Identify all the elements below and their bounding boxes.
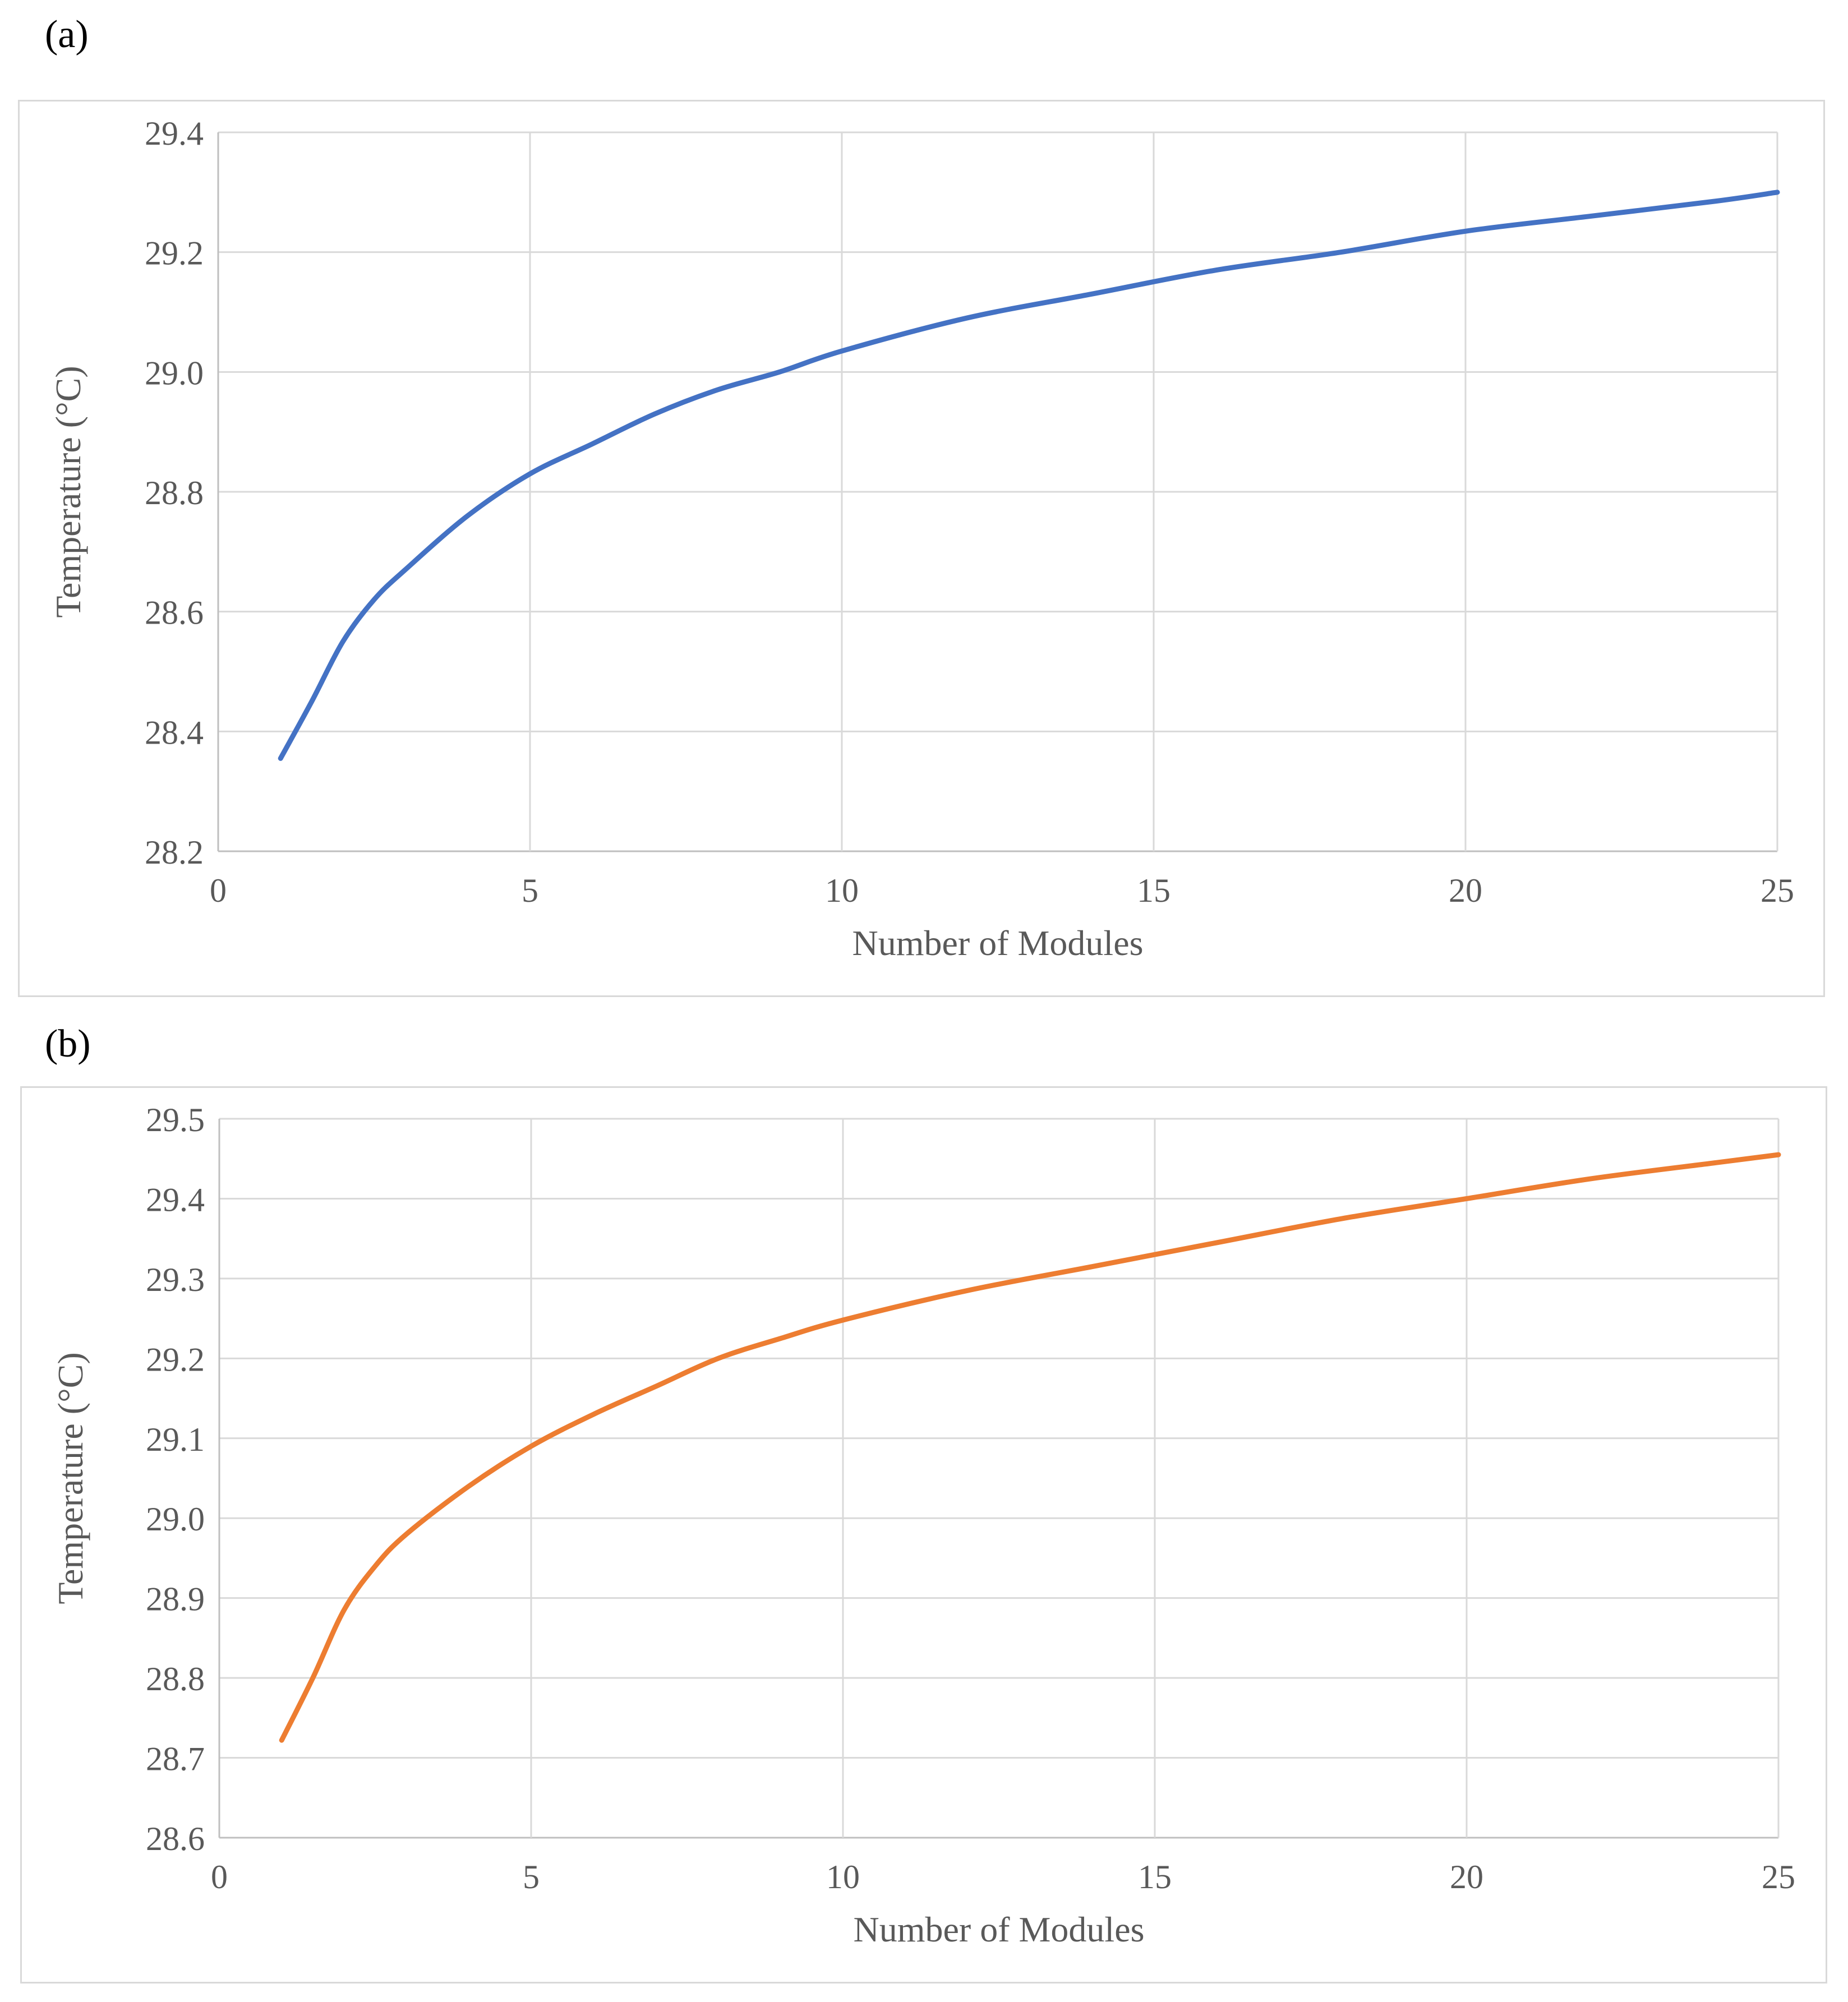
y-tick-label: 28.4 [145, 714, 204, 751]
y-tick-label: 29.2 [146, 1341, 205, 1378]
y-tick-label: 28.8 [145, 474, 204, 511]
y-tick-label: 29.2 [145, 235, 204, 272]
y-tick-label: 29.4 [145, 115, 204, 152]
y-tick-label: 29.1 [146, 1421, 205, 1458]
chart-frame-b: 28.6 28.7 28.8 28.9 29.0 29.1 29.2 29.3 29.4 29.5… [20, 1086, 1827, 1983]
y-tick-label: 28.9 [146, 1581, 205, 1618]
y-tick-label: 28.8 [146, 1660, 205, 1697]
panel-label-a: (a) [45, 13, 89, 56]
y-tick-label: 28.2 [145, 834, 204, 871]
y-axis-title: Temperature (°C) [48, 366, 88, 617]
x-tick-label: 25 [1762, 1858, 1795, 1895]
series-line [278, 190, 1780, 761]
x-tick-label: 20 [1450, 1858, 1483, 1895]
y-tick-label: 28.6 [146, 1820, 205, 1857]
x-tick-label: 0 [210, 872, 227, 909]
y-axis-title: Temperature (°C) [50, 1352, 90, 1604]
x-axis-title: Number of Modules [853, 1909, 1144, 1949]
x-tick-label: 10 [826, 1858, 860, 1895]
x-tick-label: 5 [522, 872, 538, 909]
y-tick-label: 29.4 [146, 1181, 205, 1218]
series-line [279, 1152, 1781, 1743]
temperature-chart-b: 28.6 28.7 28.8 28.9 29.0 29.1 29.2 29.3 29.4 29.5… [50, 1101, 1795, 1949]
y-tick-label: 28.7 [146, 1741, 205, 1778]
x-tick-label: 20 [1449, 872, 1482, 909]
y-tick-label: 29.5 [146, 1101, 205, 1138]
x-axis-title: Number of Modules [852, 923, 1143, 963]
y-tick-label: 29.0 [145, 354, 204, 391]
y-tick-label: 29.3 [146, 1261, 205, 1298]
chart-frame-a: 28.2 28.4 28.6 28.8 29.0 29.2 29.4 0 5 10 15 20 25 Nu… [18, 100, 1825, 997]
x-tick-label: 5 [523, 1858, 540, 1895]
temperature-chart-a: 28.2 28.4 28.6 28.8 29.0 29.2 29.4 0 5 10 15 20 25 Nu… [48, 115, 1794, 963]
x-tick-label: 15 [1137, 872, 1170, 909]
x-tick-label: 15 [1138, 1858, 1172, 1895]
x-tick-label: 10 [825, 872, 859, 909]
panel-label-b: (b) [45, 1022, 91, 1065]
x-tick-label: 0 [211, 1858, 228, 1895]
y-tick-label: 29.0 [146, 1501, 205, 1538]
x-tick-label: 25 [1761, 872, 1794, 909]
y-tick-label: 28.6 [145, 594, 204, 631]
